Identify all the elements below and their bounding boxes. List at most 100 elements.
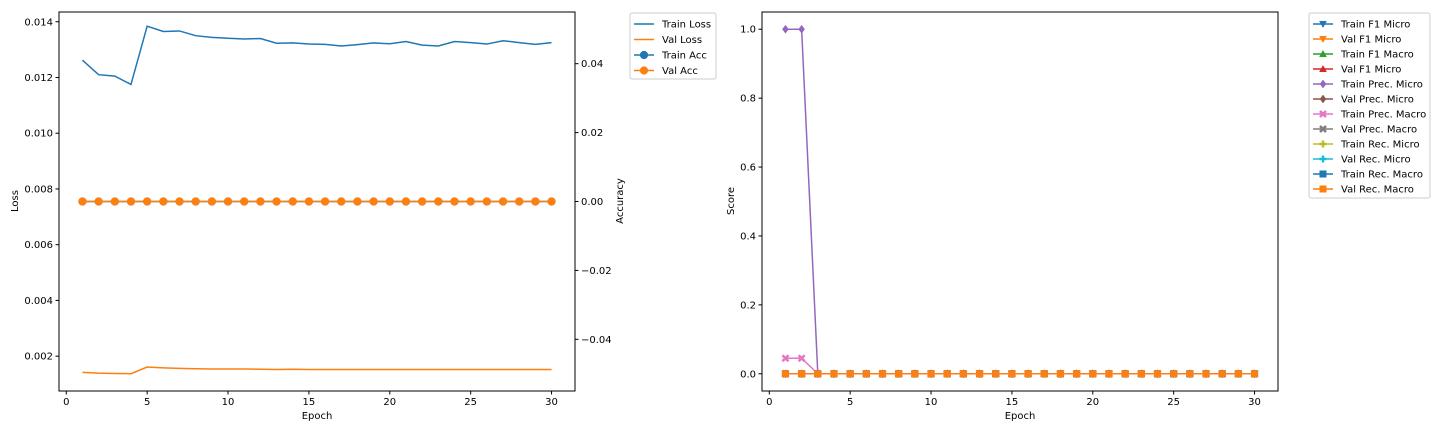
data-point-val-acc bbox=[418, 197, 427, 206]
data-point-val-acc bbox=[78, 197, 87, 206]
data-point-val-acc bbox=[515, 197, 524, 206]
legend-label: Val Rec. Macro bbox=[1341, 185, 1414, 196]
loss-y2-tick-label: −0.02 bbox=[581, 266, 612, 277]
data-point-val-rec-macro bbox=[895, 370, 903, 378]
loss-x-tick-label: 10 bbox=[222, 397, 235, 408]
score-legend: Train F1 Micro Val F1 Micro Train F1 Macro… bbox=[1308, 12, 1431, 199]
legend-marker bbox=[1319, 170, 1327, 178]
score-x-tick-label: 5 bbox=[847, 397, 853, 408]
loss-accuracy-ticks: 0 5 10 15 20 25 30 0.002 0.004 0.006 0.008 0.010 0.0… bbox=[24, 17, 611, 408]
score-y-axis-label: Score bbox=[726, 187, 737, 215]
score-x-axis-label: Epoch bbox=[1005, 411, 1036, 422]
data-point-val-rec-macro bbox=[1024, 370, 1032, 378]
score-x-tick-label: 30 bbox=[1248, 397, 1261, 408]
data-point-val-acc bbox=[385, 197, 394, 206]
data-point-val-rec-macro bbox=[959, 370, 967, 378]
score-x-tick-label: 20 bbox=[1086, 397, 1099, 408]
score-y-tick-label: 1.0 bbox=[740, 25, 756, 36]
legend-marker bbox=[1319, 64, 1327, 73]
legend-entry-train-rec-micro: Train Rec. Micro bbox=[1313, 140, 1420, 151]
legend-label: Train Prec. Macro bbox=[1340, 110, 1426, 121]
data-point-train-prec-macro bbox=[797, 354, 806, 363]
legend-label: Train Acc bbox=[661, 51, 707, 62]
legend-entry-val-prec-micro: Val Prec. Micro bbox=[1313, 95, 1414, 106]
legend-label: Val Loss bbox=[662, 35, 702, 46]
data-point-val-acc bbox=[450, 197, 459, 206]
score-y-tick-label: 0.8 bbox=[740, 94, 756, 105]
loss-x-tick-label: 15 bbox=[303, 397, 316, 408]
data-point-val-rec-macro bbox=[1040, 370, 1048, 378]
loss-y2-tick-label: 0.00 bbox=[581, 197, 603, 208]
data-point-val-rec-macro bbox=[798, 370, 806, 378]
legend-marker bbox=[1319, 140, 1327, 148]
data-point-val-rec-macro bbox=[1056, 370, 1064, 378]
legend-marker bbox=[1319, 125, 1327, 133]
loss-x-tick-label: 20 bbox=[383, 397, 396, 408]
loss-x-tick-label: 0 bbox=[63, 397, 69, 408]
legend-entry-val-rec-micro: Val Rec. Micro bbox=[1313, 155, 1411, 166]
data-point-val-rec-macro bbox=[1234, 370, 1242, 378]
series-train-loss bbox=[81, 25, 552, 86]
legend-label: Val Acc bbox=[662, 66, 698, 77]
legend-marker bbox=[1319, 94, 1327, 104]
loss-y-tick-label: 0.004 bbox=[24, 296, 53, 307]
data-point-val-rec-macro bbox=[976, 370, 984, 378]
legend-label: Train F1 Macro bbox=[1340, 50, 1414, 61]
loss-x-axis-label: Epoch bbox=[302, 411, 333, 422]
data-point-val-acc bbox=[223, 197, 233, 206]
legend-entry-val-prec-macro: Val Prec. Macro bbox=[1313, 125, 1417, 136]
data-point-val-acc bbox=[191, 197, 200, 206]
legend-entry-train-f1-micro: Train F1 Micro bbox=[1313, 20, 1410, 31]
score-legend-box bbox=[1308, 12, 1431, 199]
score-y-tick-label: 0.4 bbox=[740, 231, 756, 242]
loss-y-tick-label: 0.012 bbox=[24, 73, 53, 84]
data-point-val-acc bbox=[547, 197, 556, 206]
data-point-val-acc bbox=[401, 197, 411, 206]
data-point-val-acc bbox=[143, 197, 152, 206]
legend-marker bbox=[1319, 155, 1327, 163]
accuracy-y-axis-label: Accuracy bbox=[615, 178, 626, 224]
legend-entry-train-f1-macro: Train F1 Macro bbox=[1313, 50, 1414, 61]
score-x-tick-label: 25 bbox=[1167, 397, 1180, 408]
legend-label: Train Prec. Micro bbox=[1340, 80, 1423, 91]
legend-label: Train Rec. Micro bbox=[1340, 140, 1420, 151]
loss-y-tick-label: 0.006 bbox=[24, 240, 53, 251]
data-point-val-rec-macro bbox=[830, 370, 838, 378]
series-train-prec-micro bbox=[782, 24, 1258, 379]
loss-y-tick-label: 0.014 bbox=[24, 17, 53, 28]
series-line-train-prec-micro bbox=[785, 28, 1255, 375]
loss-y-tick-label: 0.002 bbox=[24, 352, 53, 363]
legend-marker bbox=[1319, 49, 1327, 58]
series-line-train-prec-macro bbox=[785, 357, 1255, 375]
data-point-val-rec-macro bbox=[1137, 370, 1145, 378]
data-point-val-acc bbox=[159, 197, 168, 206]
data-point-val-acc bbox=[175, 197, 184, 206]
data-point-val-acc bbox=[94, 197, 103, 206]
data-point-val-acc bbox=[207, 197, 216, 206]
loss-accuracy-plot-area bbox=[78, 25, 556, 375]
loss-accuracy-legend-box bbox=[629, 12, 717, 80]
data-point-val-acc bbox=[482, 197, 491, 206]
data-point-val-rec-macro bbox=[814, 370, 822, 378]
legend-marker bbox=[1319, 185, 1327, 193]
loss-y-tick-label: 0.010 bbox=[24, 129, 53, 140]
data-point-val-rec-macro bbox=[1218, 370, 1226, 378]
score-chart: 0 5 10 15 20 25 30 0.0 0.2 0.4 0.6 0.8 1.0 Epoch Sco… bbox=[726, 11, 1431, 422]
loss-y2-tick-label: 0.02 bbox=[581, 128, 603, 139]
legend-marker bbox=[1319, 35, 1327, 44]
data-point-val-rec-macro bbox=[781, 370, 789, 378]
data-point-val-rec-macro bbox=[1089, 370, 1097, 378]
data-point-train-prec-micro bbox=[798, 24, 805, 34]
legend-marker bbox=[1319, 20, 1327, 29]
loss-accuracy-chart: 0 5 10 15 20 25 30 0.002 0.004 0.006 0.008 0.010 0.0… bbox=[10, 11, 717, 422]
data-point-val-acc bbox=[434, 197, 443, 206]
score-y-tick-label: 0.6 bbox=[740, 163, 756, 174]
data-point-train-prec-micro bbox=[782, 24, 789, 34]
loss-x-tick-label: 30 bbox=[545, 397, 558, 408]
series-val-acc bbox=[78, 197, 556, 206]
data-point-val-rec-macro bbox=[927, 370, 935, 378]
legend-entry-train-rec-macro: Train Rec. Macro bbox=[1313, 170, 1423, 181]
legend-marker bbox=[639, 66, 649, 75]
legend-entry-train-loss: Train Loss bbox=[634, 20, 711, 31]
score-x-tick-label: 0 bbox=[766, 397, 772, 408]
